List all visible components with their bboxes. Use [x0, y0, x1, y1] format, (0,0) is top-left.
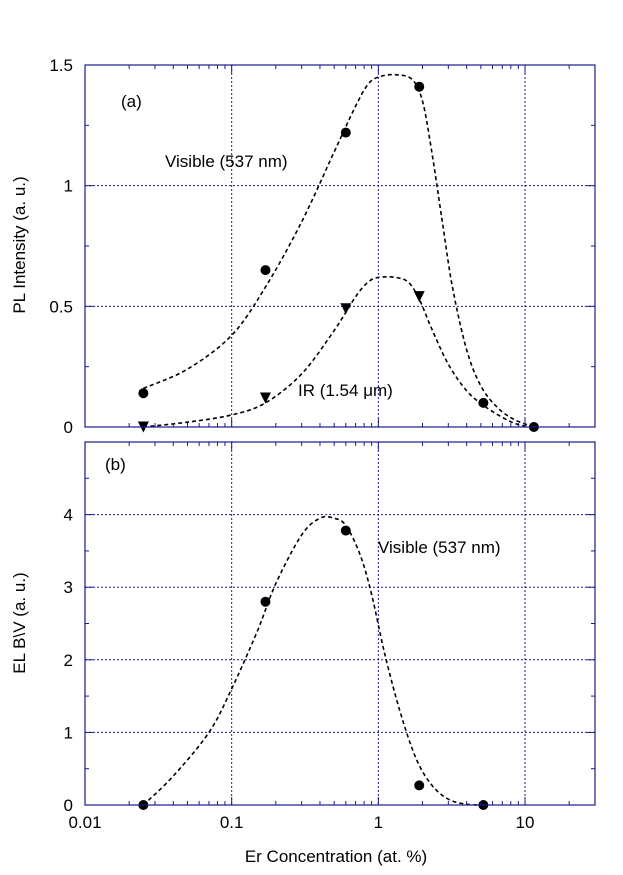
panel-a-ticks — [84, 64, 596, 428]
data-point-triangle — [259, 392, 271, 404]
panel-a: 0 0.5 1 1.5 (a) Visible (537 nm) IR (1.54 μ… — [10, 56, 596, 437]
y-tick-label: 0.5 — [49, 297, 73, 316]
y-tick-label: 0 — [64, 418, 73, 437]
visible-el-annotation: Visible (537 nm) — [378, 538, 501, 557]
panel-b-label: (b) — [105, 455, 126, 474]
panel-b-fit-curves — [142, 515, 484, 806]
data-point-circle — [260, 596, 271, 607]
panel-b: 0 1 2 3 4 0.01 0.1 1 10 (b) Visible (537 nm) EL… — [10, 441, 596, 866]
y-tick-label: 4 — [64, 506, 73, 525]
y-tick-label: 1 — [64, 177, 73, 196]
data-point-circle — [138, 388, 149, 399]
y-tick-label: 0 — [64, 796, 73, 815]
x-tick-label: 0.1 — [220, 813, 244, 832]
y-tick-label: 3 — [64, 578, 73, 597]
panel-a-label: (a) — [121, 92, 142, 111]
x-tick-label: 10 — [516, 813, 535, 832]
panel-b-grid — [85, 442, 595, 805]
fit-curve-visible — [142, 515, 484, 806]
data-point-circle — [478, 397, 489, 408]
data-point-circle — [340, 525, 351, 536]
x-tick-label: 1 — [374, 813, 383, 832]
x-tick-label: 0.01 — [68, 813, 101, 832]
visible-pl-annotation: Visible (537 nm) — [165, 152, 288, 171]
ir-pl-annotation: IR (1.54 μm) — [298, 381, 393, 400]
y-tick-label: 1 — [64, 723, 73, 742]
y-tick-label: 1.5 — [49, 56, 73, 75]
panel-b-ticks — [84, 442, 596, 806]
data-point-circle — [260, 265, 271, 276]
panel-b-x-tick-labels: 0.01 0.1 1 10 — [68, 813, 534, 832]
data-point-triangle — [340, 303, 352, 315]
panel-a-fit-curves — [143, 73, 535, 428]
panel-b-y-tick-labels: 0 1 2 3 4 — [64, 506, 73, 815]
data-point-circle — [414, 81, 425, 92]
x-axis-label: Er Concentration (at. %) — [245, 847, 427, 866]
data-point-circle — [414, 780, 425, 791]
panel-a-y-tick-labels: 0 0.5 1 1.5 — [49, 56, 73, 437]
y-tick-label: 2 — [64, 651, 73, 670]
fit-curve-visible — [143, 73, 535, 428]
data-point-triangle — [413, 291, 425, 303]
panel-b-y-axis-label: EL B\V (a. u.) — [10, 572, 29, 673]
panel-a-y-axis-label: PL Intensity (a. u.) — [10, 176, 29, 313]
data-point-circle — [340, 127, 351, 138]
